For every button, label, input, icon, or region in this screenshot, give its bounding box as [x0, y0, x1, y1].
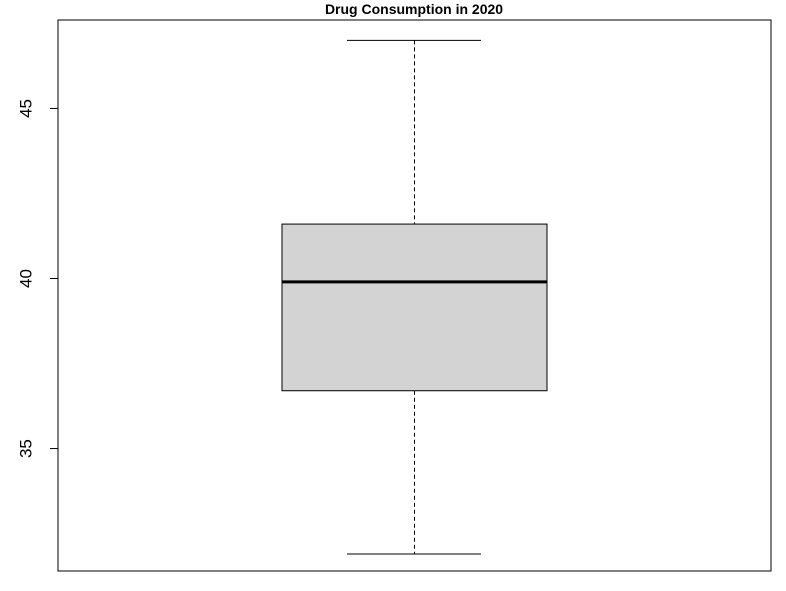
- plot-frame: [57, 19, 772, 572]
- y-tick-label: 40: [17, 269, 36, 288]
- box-plot: [281, 39, 548, 555]
- y-tick-label: 45: [17, 99, 36, 118]
- y-axis: 35 40 45: [17, 99, 58, 458]
- iqr-box: [281, 223, 548, 392]
- y-tick-label: 35: [17, 439, 36, 458]
- chart-title: Drug Consumption in 2020: [325, 1, 503, 17]
